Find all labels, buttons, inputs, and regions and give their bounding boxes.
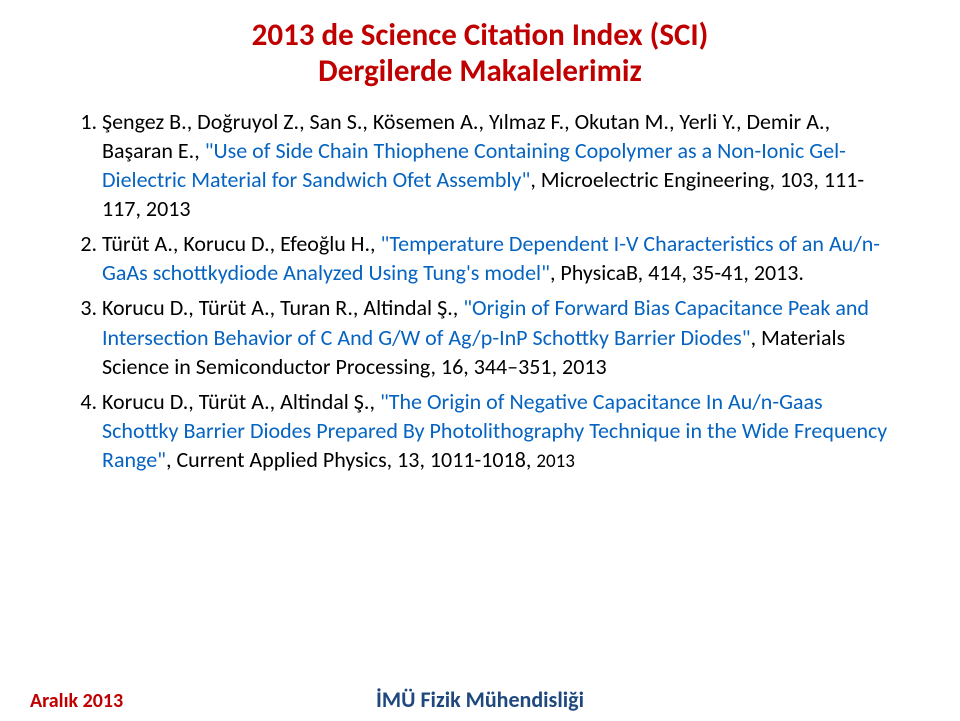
reference-item: Şengez B., Doğruyol Z., San S., Kösemen … xyxy=(102,107,890,223)
ref-authors: Türüt A., Korucu D., Efeoğlu H., xyxy=(102,230,381,257)
ref-tail: , PhysicaB, 414, 35-41, 2013. xyxy=(550,259,804,286)
title-line-1: 2013 de Science Citation Index (SCI) xyxy=(70,18,890,54)
reference-item: Türüt A., Korucu D., Efeoğlu H., "Temper… xyxy=(102,229,890,287)
reference-list: Şengez B., Doğruyol Z., San S., Kösemen … xyxy=(70,107,890,473)
page-title: 2013 de Science Citation Index (SCI) Der… xyxy=(70,18,890,89)
ref-tail: , Current Applied Physics, 13, 1011-1018… xyxy=(166,446,536,473)
footer: Aralık 2013 İMÜ Fizik Mühendisliği xyxy=(0,683,960,713)
reference-item: Korucu D., Türüt A., Turan R., Altindal … xyxy=(102,293,890,380)
ref-authors: Korucu D., Türüt A., Altindal Ş., xyxy=(102,388,380,415)
reference-item: Korucu D., Türüt A., Altindal Ş., "The O… xyxy=(102,387,890,474)
title-line-2: Dergilerde Makalelerimiz xyxy=(70,54,890,90)
ref-authors: Korucu D., Türüt A., Turan R., Altindal … xyxy=(102,294,463,321)
document-page: 2013 de Science Citation Index (SCI) Der… xyxy=(0,0,960,721)
footer-affiliation: İMÜ Fizik Mühendisliği xyxy=(0,686,960,713)
ref-tail-year: 2013 xyxy=(536,450,575,473)
